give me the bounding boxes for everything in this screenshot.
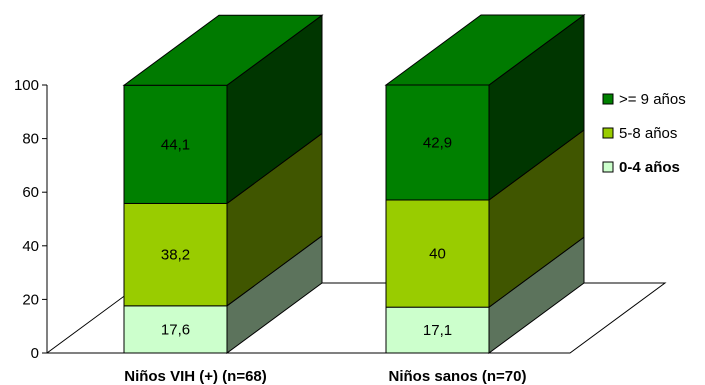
category-labels: Niños VIH (+) (n=68) Niños sanos (n=70) [124, 368, 526, 385]
bar-top [122, 14, 324, 86]
data-label: 38,2 [161, 247, 190, 264]
y-tick-label: 60 [22, 184, 39, 201]
y-tick-label: 100 [14, 77, 39, 94]
bar-top [384, 14, 586, 86]
bar-segment [123, 84, 228, 204]
legend-label: 0-4 años [619, 159, 680, 176]
data-label: 44,1 [161, 136, 190, 153]
bars [122, 14, 586, 354]
data-label: 17,6 [161, 321, 190, 338]
category-label: Niños sanos (n=70) [389, 368, 527, 385]
y-axis: 0 20 40 60 80 100 [14, 77, 48, 362]
bar-segment [385, 306, 490, 354]
data-labels: 17,6 38,2 44,1 17,1 40 42,9 [161, 134, 452, 339]
bar-segment [385, 199, 490, 308]
category-label: Niños VIH (+) (n=68) [124, 368, 267, 385]
legend: >= 9 años 5-8 años 0-4 años [602, 91, 686, 176]
legend-swatch [602, 93, 614, 105]
y-tick-label: 20 [22, 291, 39, 308]
data-label: 17,1 [423, 322, 452, 339]
data-label: 42,9 [423, 134, 452, 151]
legend-label: >= 9 años [619, 91, 686, 108]
bar-segment [123, 202, 228, 307]
y-tick-label: 0 [31, 345, 39, 362]
data-label: 40 [429, 246, 446, 263]
y-tick-label: 80 [22, 131, 39, 148]
y-tick-label: 40 [22, 238, 39, 255]
legend-label: 5-8 años [619, 125, 677, 142]
bar-segment [385, 84, 490, 201]
legend-swatch [602, 127, 614, 139]
legend-swatch [602, 161, 614, 173]
